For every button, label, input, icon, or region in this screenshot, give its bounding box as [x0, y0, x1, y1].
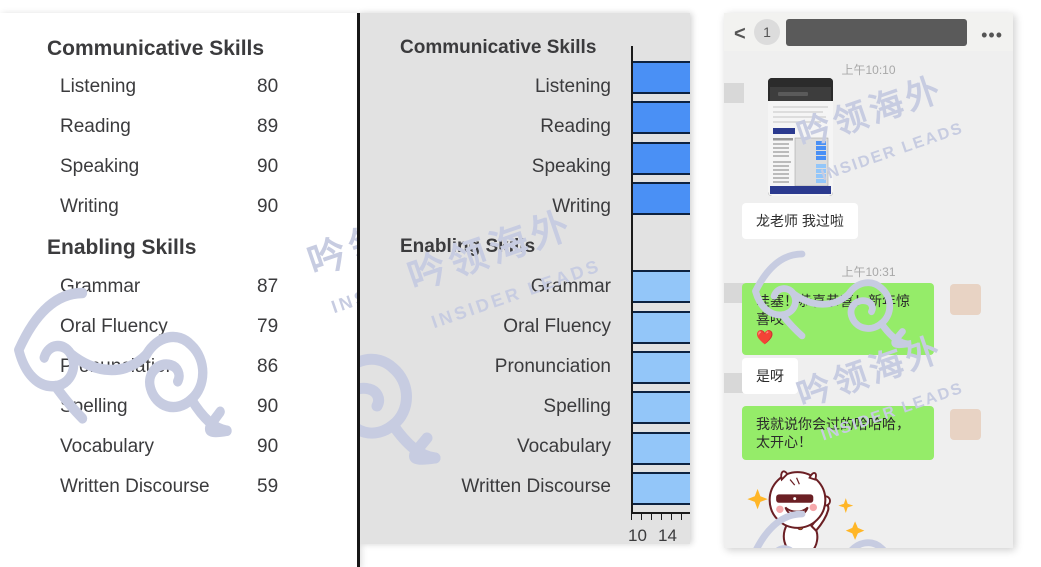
- svg-text:INSIDER LEADS: INSIDER LEADS: [329, 240, 360, 317]
- svg-text:INSIDER LEADS: INSIDER LEADS: [819, 120, 966, 185]
